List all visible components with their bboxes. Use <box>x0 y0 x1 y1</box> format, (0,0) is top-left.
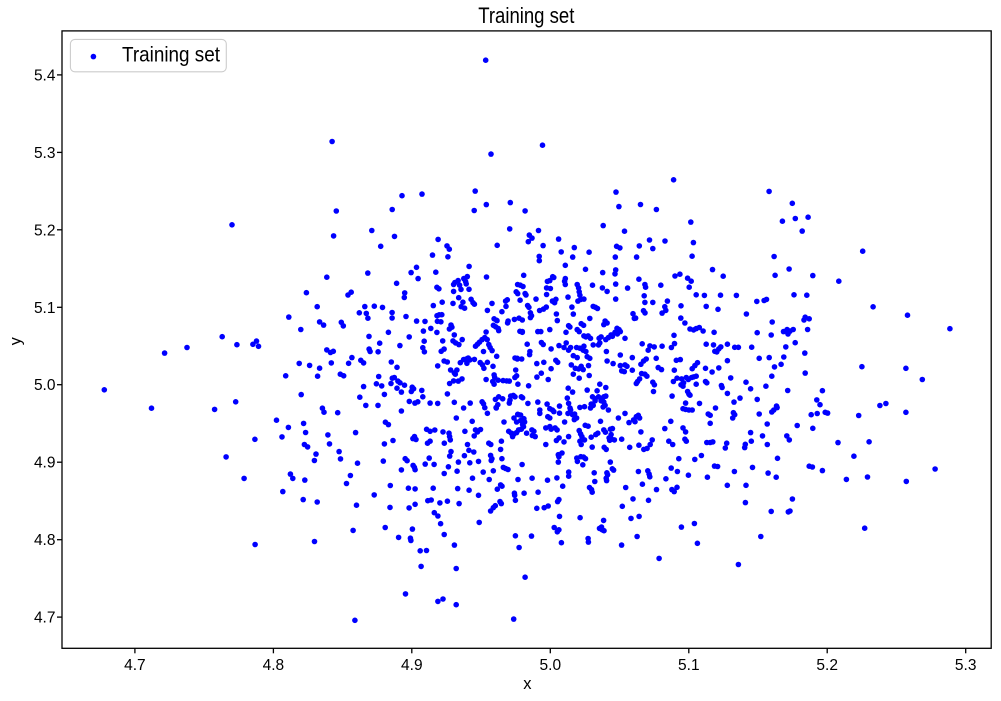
svg-text:4.9: 4.9 <box>34 455 56 472</box>
svg-text:x: x <box>523 675 532 693</box>
svg-text:5.0: 5.0 <box>34 377 56 394</box>
svg-text:5.1: 5.1 <box>34 300 56 317</box>
svg-text:4.8: 4.8 <box>263 657 285 674</box>
svg-text:5.3: 5.3 <box>34 145 56 162</box>
svg-text:y: y <box>8 337 25 345</box>
svg-text:Training set: Training set <box>122 43 220 66</box>
svg-text:5.1: 5.1 <box>678 657 700 674</box>
svg-text:4.9: 4.9 <box>401 657 423 674</box>
svg-text:5.2: 5.2 <box>34 222 56 239</box>
svg-text:5.3: 5.3 <box>955 657 977 674</box>
svg-text:4.8: 4.8 <box>34 532 56 549</box>
svg-text:5.4: 5.4 <box>34 67 56 84</box>
svg-text:Training set: Training set <box>478 3 574 28</box>
svg-text:4.7: 4.7 <box>34 610 56 627</box>
svg-text:5.0: 5.0 <box>540 657 562 674</box>
svg-text:4.7: 4.7 <box>124 657 146 674</box>
svg-text:5.2: 5.2 <box>816 657 838 674</box>
